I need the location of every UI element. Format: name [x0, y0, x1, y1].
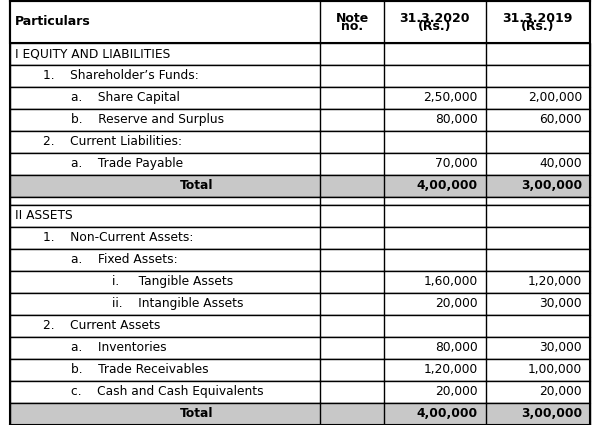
- Bar: [10, 227, 590, 249]
- Text: 4,00,000: 4,00,000: [416, 179, 478, 192]
- Text: 31.3.2019: 31.3.2019: [503, 12, 573, 25]
- Text: 30,000: 30,000: [539, 297, 582, 310]
- Text: 70,000: 70,000: [435, 157, 478, 170]
- Text: 31.3.2020: 31.3.2020: [400, 12, 470, 25]
- Text: b.    Trade Receivables: b. Trade Receivables: [71, 363, 208, 376]
- Text: 1.    Shareholder’s Funds:: 1. Shareholder’s Funds:: [43, 69, 199, 82]
- Text: ii.    Intangible Assets: ii. Intangible Assets: [112, 297, 244, 310]
- Text: (Rs.): (Rs.): [418, 20, 452, 33]
- Text: 1,20,000: 1,20,000: [424, 363, 478, 376]
- Text: 60,000: 60,000: [539, 113, 582, 126]
- Text: no.: no.: [341, 20, 363, 33]
- Text: 3,00,000: 3,00,000: [521, 179, 582, 192]
- Text: Note: Note: [335, 12, 369, 25]
- Text: 20,000: 20,000: [435, 297, 478, 310]
- Bar: [10, 402, 590, 425]
- Text: c.    Cash and Cash Equivalents: c. Cash and Cash Equivalents: [71, 385, 263, 398]
- Text: Total: Total: [181, 407, 214, 420]
- Text: 20,000: 20,000: [435, 385, 478, 398]
- Bar: [10, 108, 590, 130]
- Text: II ASSETS: II ASSETS: [15, 209, 73, 222]
- Bar: [10, 87, 590, 108]
- Text: i.     Tangible Assets: i. Tangible Assets: [112, 275, 233, 288]
- Text: 2.    Current Liabilities:: 2. Current Liabilities:: [43, 135, 182, 148]
- Text: I EQUITY AND LIABILITIES: I EQUITY AND LIABILITIES: [15, 47, 170, 60]
- Bar: [10, 337, 590, 359]
- Text: 80,000: 80,000: [435, 113, 478, 126]
- Bar: [10, 42, 590, 65]
- Text: 40,000: 40,000: [539, 157, 582, 170]
- Text: Particulars: Particulars: [15, 15, 91, 28]
- Bar: [10, 249, 590, 270]
- Text: 20,000: 20,000: [539, 385, 582, 398]
- Text: 4,00,000: 4,00,000: [416, 407, 478, 420]
- Text: 80,000: 80,000: [435, 341, 478, 354]
- Text: 2,50,000: 2,50,000: [423, 91, 478, 104]
- Text: a.    Share Capital: a. Share Capital: [71, 91, 179, 104]
- Bar: [10, 292, 590, 314]
- Bar: [10, 270, 590, 292]
- Bar: [10, 65, 590, 87]
- Text: Total: Total: [181, 179, 214, 192]
- Bar: [10, 204, 590, 227]
- Text: a.    Fixed Assets:: a. Fixed Assets:: [71, 253, 178, 266]
- Text: a.    Inventories: a. Inventories: [71, 341, 166, 354]
- Bar: [10, 130, 590, 153]
- Bar: [10, 380, 590, 402]
- Text: 3,00,000: 3,00,000: [521, 407, 582, 420]
- Bar: [10, 359, 590, 380]
- Bar: [10, 175, 590, 196]
- Bar: [10, 314, 590, 337]
- Bar: [10, 153, 590, 175]
- Text: 2.    Current Assets: 2. Current Assets: [43, 319, 160, 332]
- Text: 1.    Non-Current Assets:: 1. Non-Current Assets:: [43, 231, 193, 244]
- Text: 1,00,000: 1,00,000: [528, 363, 582, 376]
- Text: 1,60,000: 1,60,000: [424, 275, 478, 288]
- Bar: [10, 196, 590, 204]
- Text: 30,000: 30,000: [539, 341, 582, 354]
- Text: 1,20,000: 1,20,000: [528, 275, 582, 288]
- Text: (Rs.): (Rs.): [521, 20, 554, 33]
- Text: b.    Reserve and Surplus: b. Reserve and Surplus: [71, 113, 224, 126]
- Text: 2,00,000: 2,00,000: [528, 91, 582, 104]
- Bar: [10, 0, 590, 42]
- Text: a.    Trade Payable: a. Trade Payable: [71, 157, 183, 170]
